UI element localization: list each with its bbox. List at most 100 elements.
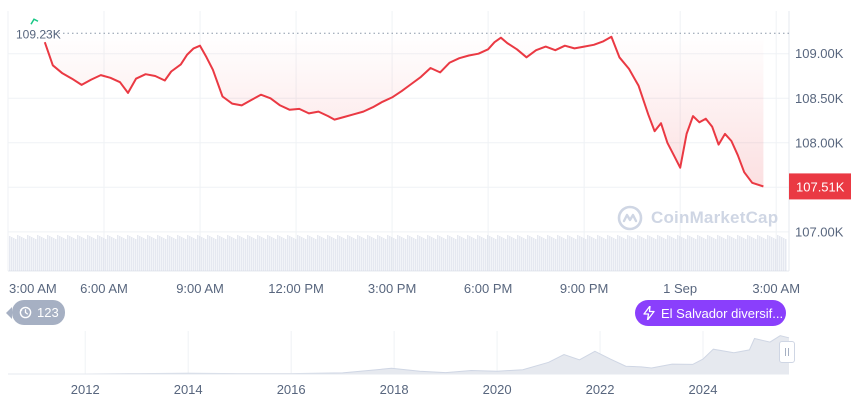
volume-bar bbox=[549, 236, 551, 271]
volume-bar bbox=[607, 235, 609, 271]
volume-bar bbox=[143, 238, 145, 271]
volume-bar bbox=[107, 235, 109, 271]
volume-bar bbox=[347, 235, 349, 271]
volume-bar bbox=[783, 238, 785, 271]
overview-year-label: 2020 bbox=[483, 382, 512, 397]
volume-bar bbox=[615, 239, 617, 271]
overview-area bbox=[8, 335, 789, 374]
volume-bar bbox=[521, 237, 523, 271]
volume-bar bbox=[371, 237, 373, 271]
volume-bar bbox=[745, 239, 747, 271]
volume-bar bbox=[343, 238, 345, 271]
volume-bar bbox=[657, 235, 659, 271]
volume-bar bbox=[631, 237, 633, 271]
volume-bar bbox=[273, 238, 275, 271]
volume-bar bbox=[417, 235, 419, 271]
volume-bar bbox=[759, 236, 761, 271]
volume-bar bbox=[185, 239, 187, 271]
volume-bar bbox=[341, 237, 343, 271]
volume-bar bbox=[199, 236, 201, 271]
volume-bar bbox=[641, 237, 643, 271]
volume-bar bbox=[207, 235, 209, 271]
volume-bar bbox=[31, 237, 33, 271]
volume-bar bbox=[433, 238, 435, 271]
volume-bar bbox=[497, 235, 499, 271]
volume-bar bbox=[477, 235, 479, 271]
volume-bar bbox=[283, 238, 285, 271]
volume-bar bbox=[403, 238, 405, 271]
event-pill-el-salvador[interactable]: El Salvador diversif... bbox=[635, 300, 786, 326]
volume-bar bbox=[55, 239, 57, 271]
volume-bar bbox=[41, 237, 43, 271]
volume-bar bbox=[91, 237, 93, 271]
open-price-label: 109.23K bbox=[16, 27, 61, 41]
volume-bar bbox=[147, 235, 149, 271]
volume-bar bbox=[695, 239, 697, 271]
volume-bar bbox=[287, 235, 289, 271]
overview-year-label: 2016 bbox=[277, 382, 306, 397]
volume-bar bbox=[105, 239, 107, 271]
volume-bar bbox=[191, 237, 193, 271]
volume-bar bbox=[71, 237, 73, 271]
volume-bar bbox=[525, 239, 527, 271]
volume-bar bbox=[193, 238, 195, 271]
volume-bar bbox=[743, 238, 745, 271]
price-tick-label: 107.00K bbox=[795, 224, 844, 239]
volume-bar bbox=[775, 239, 777, 271]
volume-bar bbox=[547, 235, 549, 271]
volume-bar bbox=[281, 237, 283, 271]
volume-bar bbox=[451, 237, 453, 271]
price-line bbox=[43, 35, 764, 188]
volume-bar bbox=[627, 235, 629, 271]
volume-bar bbox=[351, 237, 353, 271]
volume-bar bbox=[593, 238, 595, 271]
time-tick-label: 3:00 AM bbox=[9, 281, 57, 296]
volume-bar bbox=[665, 239, 667, 271]
volume-bar bbox=[579, 236, 581, 271]
volume-bar bbox=[425, 239, 427, 271]
volume-bar bbox=[61, 237, 63, 271]
volume-bar bbox=[311, 237, 313, 271]
volume-bar bbox=[85, 239, 87, 271]
volume-bar bbox=[321, 237, 323, 271]
volume-bar bbox=[223, 238, 225, 271]
volume-bar bbox=[645, 239, 647, 271]
volume-bar bbox=[561, 237, 563, 271]
volume-bar bbox=[723, 238, 725, 271]
volume-bar bbox=[457, 235, 459, 271]
volume-bar bbox=[285, 239, 287, 271]
volume-bar bbox=[239, 236, 241, 271]
volume-bar bbox=[381, 237, 383, 271]
volume-bar bbox=[127, 235, 129, 271]
volume-bar bbox=[529, 236, 531, 271]
time-tick-label: 3:00 PM bbox=[368, 281, 416, 296]
volume-bar bbox=[339, 236, 341, 271]
price-axis: 109.00K 108.50K 108.00K 107.00K bbox=[795, 46, 844, 239]
volume-bar bbox=[619, 236, 621, 271]
news-count-badge[interactable]: 123 bbox=[6, 300, 65, 325]
volume-bar bbox=[145, 239, 147, 271]
volume-bar bbox=[297, 235, 299, 271]
volume-bar bbox=[649, 236, 651, 271]
volume-bar bbox=[59, 236, 61, 271]
volume-bar bbox=[575, 239, 577, 271]
volume-bar bbox=[395, 239, 397, 271]
volume-bar bbox=[255, 239, 257, 271]
volume-bar bbox=[409, 236, 411, 271]
volume-bar bbox=[449, 236, 451, 271]
overview-range-handle[interactable] bbox=[779, 341, 795, 363]
volume-bar bbox=[87, 235, 89, 271]
volume-bar bbox=[443, 238, 445, 271]
volume-bar bbox=[539, 236, 541, 271]
volume-bar bbox=[21, 237, 23, 271]
volume-bar bbox=[647, 235, 649, 271]
overview-navigator[interactable] bbox=[8, 331, 790, 375]
volume-bar bbox=[361, 237, 363, 271]
volume-bar bbox=[295, 239, 297, 271]
volume-bar bbox=[229, 236, 231, 271]
watermark-text: CoinMarketCap bbox=[651, 208, 779, 227]
volume-bar bbox=[535, 239, 537, 271]
volume-bar bbox=[131, 237, 133, 271]
volume-bar bbox=[29, 236, 31, 271]
